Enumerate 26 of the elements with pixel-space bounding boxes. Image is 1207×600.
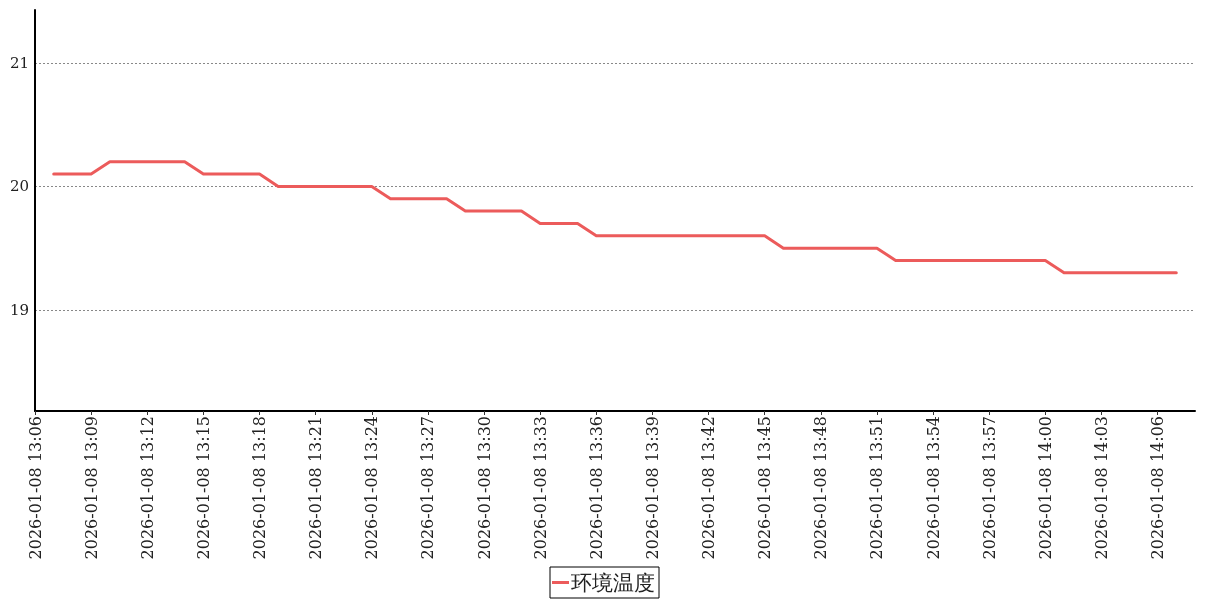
x-tick-label: 2026-01-08 13:51 (867, 416, 887, 560)
x-tick-label: 2026-01-08 13:09 (81, 416, 101, 560)
x-tick-label: 2026-01-08 13:36 (586, 416, 606, 560)
x-tick-label: 2026-01-08 13:30 (474, 416, 494, 560)
x-tick-label: 2026-01-08 13:54 (923, 416, 943, 560)
legend-label: 环境温度 (571, 570, 655, 595)
y-tick-label: 21 (9, 54, 29, 73)
x-tick-label: 2026-01-08 13:48 (811, 416, 831, 560)
x-tick-label: 2026-01-08 13:42 (699, 416, 719, 560)
x-tick-label: 2026-01-08 13:45 (755, 416, 775, 560)
x-tick-label: 2026-01-08 13:06 (25, 416, 45, 560)
x-tick-label: 2026-01-08 14:03 (1091, 416, 1111, 560)
x-tick-label: 2026-01-08 13:12 (137, 416, 157, 560)
x-tick-label: 2026-01-08 13:18 (250, 416, 270, 560)
x-tick-label: 2026-01-08 13:27 (418, 416, 438, 560)
x-tick-label: 2026-01-08 14:06 (1148, 416, 1168, 560)
x-tick-label: 2026-01-08 13:24 (362, 416, 382, 560)
y-tick-label: 20 (9, 177, 29, 196)
y-tick-label: 19 (9, 300, 29, 319)
line-series (52, 160, 1178, 275)
x-tick-label: 2026-01-08 13:21 (306, 416, 326, 560)
x-tick-label: 2026-01-08 13:39 (642, 416, 662, 560)
x-tick-label: 2026-01-08 14:00 (1035, 416, 1055, 560)
x-tick-label: 2026-01-08 13:15 (193, 416, 213, 560)
x-tick-label: 2026-01-08 13:33 (530, 416, 550, 560)
x-tick-label: 2026-01-08 13:57 (979, 416, 999, 560)
